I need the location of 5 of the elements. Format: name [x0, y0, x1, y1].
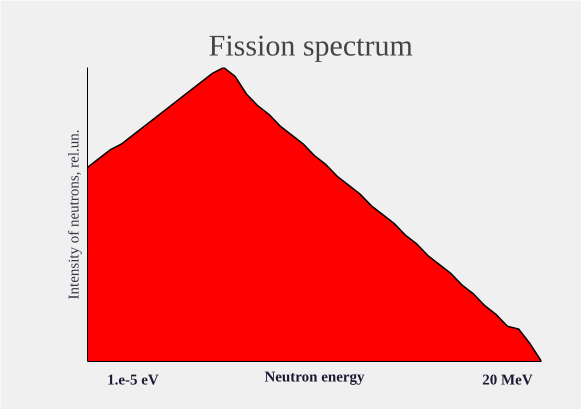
x-axis-title: Neutron energy [264, 370, 366, 386]
y-axis-title: Intensity of neutrons, rel.un. [66, 130, 82, 300]
chart-title: Fission spectrum [208, 30, 413, 62]
x-tick-label: 1.e-5 eV [107, 372, 159, 388]
x-tick-label: 20 MeV [482, 372, 533, 388]
